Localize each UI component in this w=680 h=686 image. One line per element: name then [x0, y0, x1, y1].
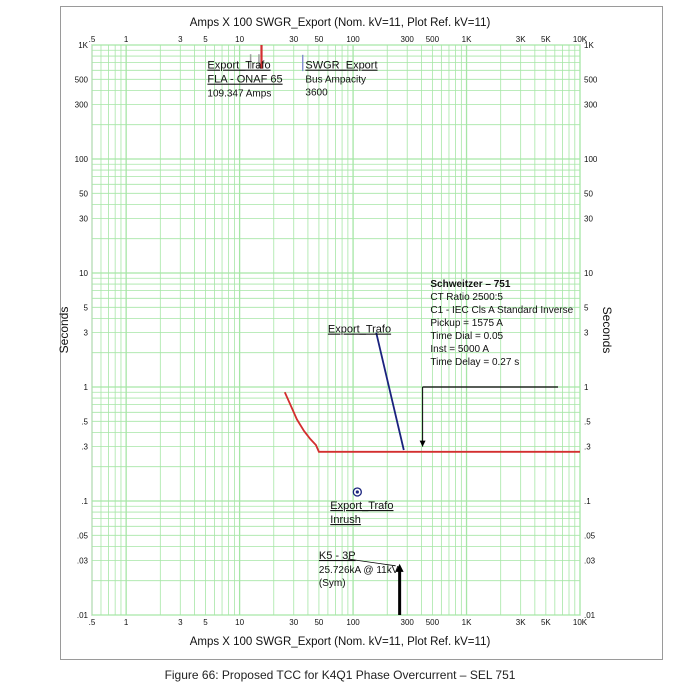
y-tick-label-left: 3 — [84, 329, 89, 338]
relay-settings-detail: C1 - IEC Cls A Standard Inverse — [430, 305, 573, 316]
y-tick-label-right: 50 — [584, 189, 593, 198]
y-axis-label-right: Seconds — [600, 307, 614, 354]
y-tick-label-right: 1K — [584, 41, 594, 50]
y-tick-label-right: 3 — [584, 329, 589, 338]
x-tick-label-bottom: 30 — [289, 618, 298, 627]
bus-title-detail: 3600 — [305, 88, 328, 99]
chart-frame — [60, 6, 663, 660]
relay-settings-detail: Inst = 5000 A — [430, 344, 489, 355]
inrush-point-dot — [355, 490, 359, 494]
x-tick-label-bottom: 5K — [541, 618, 551, 627]
x-tick-label-bottom: 100 — [346, 618, 360, 627]
y-tick-label-left: .01 — [77, 611, 89, 620]
x-tick-label-bottom: 10K — [573, 618, 588, 627]
relay-curve — [283, 391, 580, 453]
x-tick-label-top: .5 — [89, 35, 96, 44]
fault-arrow-head — [395, 563, 404, 572]
x-tick-label-top: 10K — [573, 35, 588, 44]
fla-title-heading: Export_Trafo — [207, 60, 270, 72]
relay-settings-detail: CT Ratio 2500:5 — [430, 292, 503, 303]
relay-settings-detail: Time Dial = 0.05 — [430, 331, 503, 342]
x-tick-label-bottom: .5 — [89, 618, 96, 627]
y-tick-label-right: 500 — [584, 75, 598, 84]
y-tick-label-left: .03 — [77, 557, 89, 566]
x-tick-label-top: 100 — [346, 35, 360, 44]
y-tick-label-right: .1 — [584, 497, 591, 506]
x-tick-label-top: 10 — [235, 35, 244, 44]
relay-settings-title: Schweitzer – 751 — [430, 279, 510, 290]
y-tick-label-right: .03 — [584, 557, 596, 566]
chart-title-top: Amps X 100 SWGR_Export (Nom. kV=11, Plot… — [190, 17, 491, 29]
y-tick-label-left: .3 — [81, 443, 88, 452]
x-tick-label-top: 1K — [462, 35, 472, 44]
inrush-point-ring — [352, 487, 362, 497]
x-tick-label-bottom: 1 — [124, 618, 129, 627]
y-tick-label-left: 1 — [84, 383, 89, 392]
x-tick-label-bottom: 1K — [462, 618, 472, 627]
y-tick-label-left: .1 — [81, 497, 88, 506]
chart-title-bottom: Amps X 100 SWGR_Export (Nom. kV=11, Plot… — [190, 636, 491, 648]
x-tick-label-bottom: 3K — [516, 618, 526, 627]
x-tick-label-top: 500 — [426, 35, 440, 44]
x-tick-label-top: 1 — [124, 35, 129, 44]
fla-title-heading: FLA - ONAF 65 — [207, 74, 282, 86]
fault-label-heading: K5 - 3P — [319, 550, 356, 562]
export-trafo-damage — [375, 332, 405, 451]
y-tick-label-right: 1 — [584, 383, 589, 392]
relay-settings-detail: Time Delay = 0.27 s — [430, 357, 519, 368]
figure-caption: Figure 66: Proposed TCC for K4Q1 Phase O… — [164, 668, 516, 682]
fault-label-detail: 25.726kA @ 11kV — [319, 565, 399, 576]
fault-label-detail: (Sym) — [319, 578, 346, 589]
y-tick-label-right: 100 — [584, 155, 598, 164]
x-tick-label-bottom: 3 — [178, 618, 183, 627]
x-tick-label-top: 5K — [541, 35, 551, 44]
y-tick-label-left: 500 — [75, 75, 89, 84]
fault-label-leader — [347, 558, 396, 567]
y-tick-label-left: 10 — [79, 269, 88, 278]
x-tick-label-top: 50 — [314, 35, 323, 44]
bus-title-detail: Bus Ampacity — [305, 75, 366, 86]
y-tick-label-left: 50 — [79, 189, 88, 198]
y-tick-label-left: .05 — [77, 531, 89, 540]
x-tick-label-top: 3 — [178, 35, 183, 44]
relay-settings-detail: Pickup = 1575 A — [430, 318, 503, 329]
x-tick-label-bottom: 10 — [235, 618, 244, 627]
x-tick-label-top: 3K — [516, 35, 526, 44]
y-tick-label-left: 30 — [79, 215, 88, 224]
fla-title-detail: 109.347 Amps — [207, 89, 271, 100]
inrush-label-heading: Inrush — [330, 514, 361, 526]
x-tick-label-bottom: 300 — [401, 618, 415, 627]
x-tick-label-bottom: 500 — [426, 618, 440, 627]
bus-title-heading: SWGR_Export — [305, 60, 377, 72]
y-tick-label-right: .5 — [584, 417, 591, 426]
x-tick-label-top: 30 — [289, 35, 298, 44]
inrush-label-heading: Export_Trafo — [330, 500, 393, 512]
y-tick-label-left: .5 — [81, 417, 88, 426]
y-tick-label-left: 5 — [84, 303, 89, 312]
y-axis-label-left: Seconds — [57, 307, 71, 354]
y-tick-label-right: 30 — [584, 215, 593, 224]
x-tick-label-bottom: 50 — [314, 618, 323, 627]
x-tick-label-bottom: 5 — [203, 618, 208, 627]
trafo-label-heading: Export_Trafo — [328, 324, 391, 336]
y-tick-label-right: 5 — [584, 303, 589, 312]
x-tick-label-top: 5 — [203, 35, 208, 44]
x-tick-label-top: 300 — [401, 35, 415, 44]
y-tick-label-right: .01 — [584, 611, 596, 620]
y-tick-label-right: 300 — [584, 101, 598, 110]
y-tick-label-right: 10 — [584, 269, 593, 278]
y-tick-label-left: 300 — [75, 101, 89, 110]
y-tick-label-right: .05 — [584, 531, 596, 540]
relay-leader-arrow-head — [419, 440, 426, 447]
y-tick-label-left: 1K — [78, 41, 88, 50]
y-tick-label-right: .3 — [584, 443, 591, 452]
y-tick-label-left: 100 — [75, 155, 89, 164]
